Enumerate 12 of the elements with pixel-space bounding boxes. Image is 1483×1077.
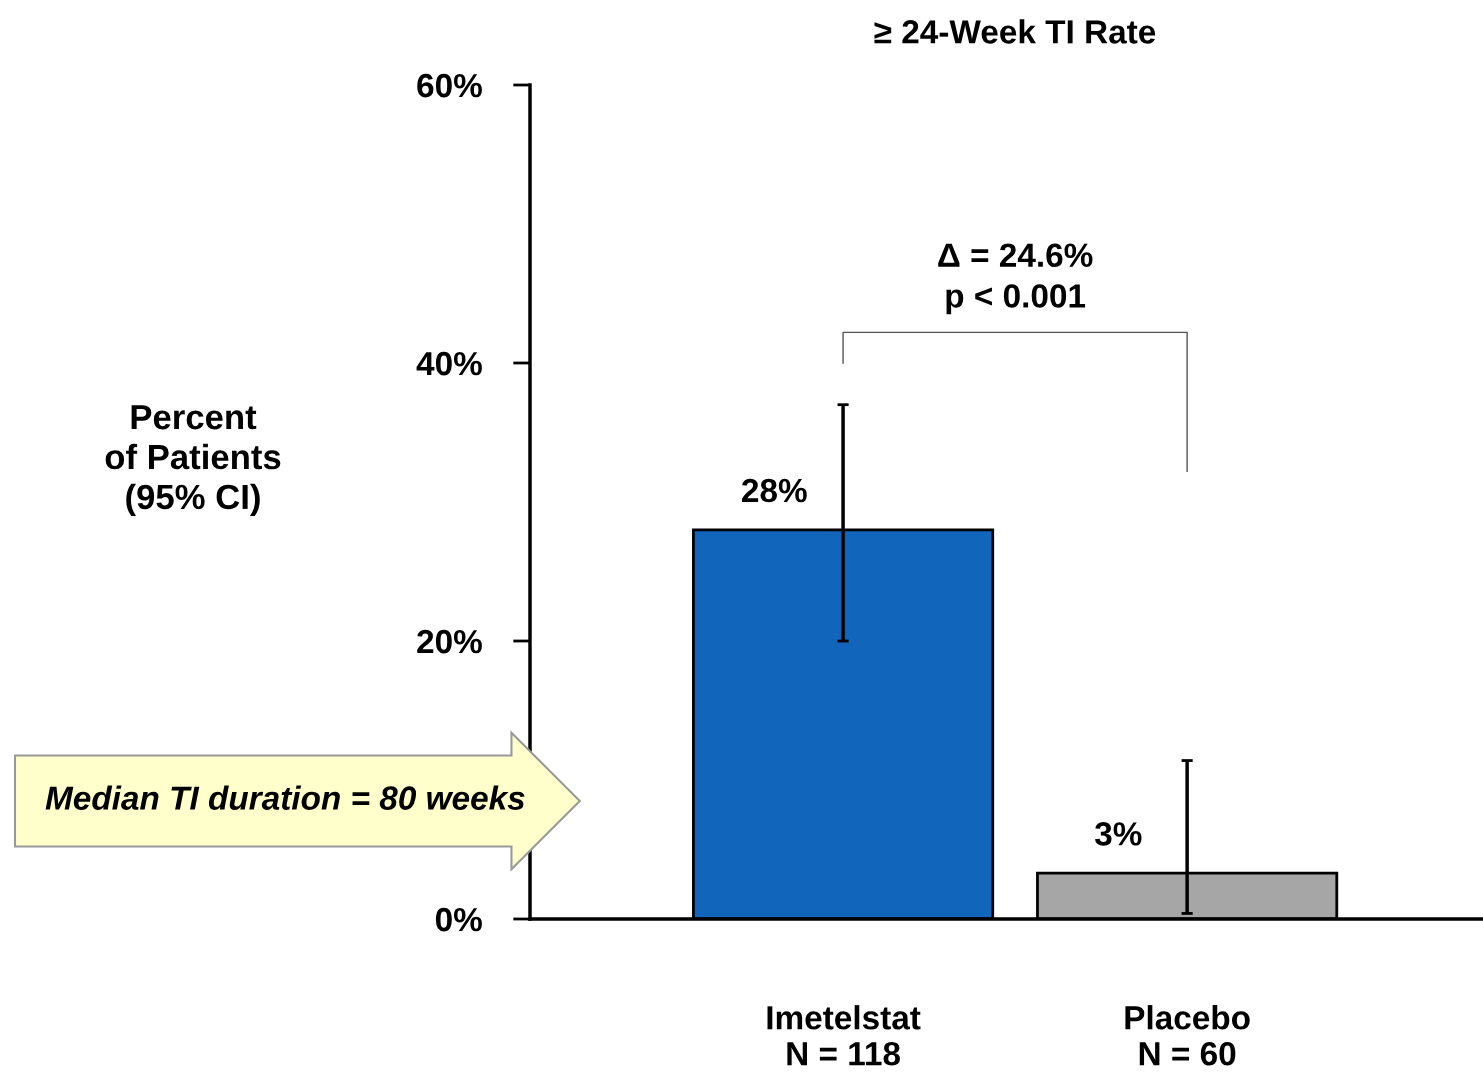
annotation: Δ = 24.6% p < 0.001 [938, 243, 1093, 315]
text: Median TI duration = 80 weeks [45, 785, 525, 810]
data-label: 28% [742, 478, 807, 503]
y-tick-label: 40% [416, 351, 482, 376]
x-tick-label: Placebo N = 60 [1125, 1005, 1250, 1066]
x-tick-label: Imetelstat N = 118 [767, 1005, 921, 1066]
y-tick-label: 60% [417, 73, 482, 98]
y-tick-label: 20% [417, 629, 482, 654]
y-axis-title: Percent of Patients (95% CI) [105, 405, 281, 517]
data-label: 3% [1094, 822, 1142, 846]
y-tick-label: 0% [435, 907, 482, 932]
chart-title: ≥ 24-Week TI Rate [874, 19, 1156, 44]
